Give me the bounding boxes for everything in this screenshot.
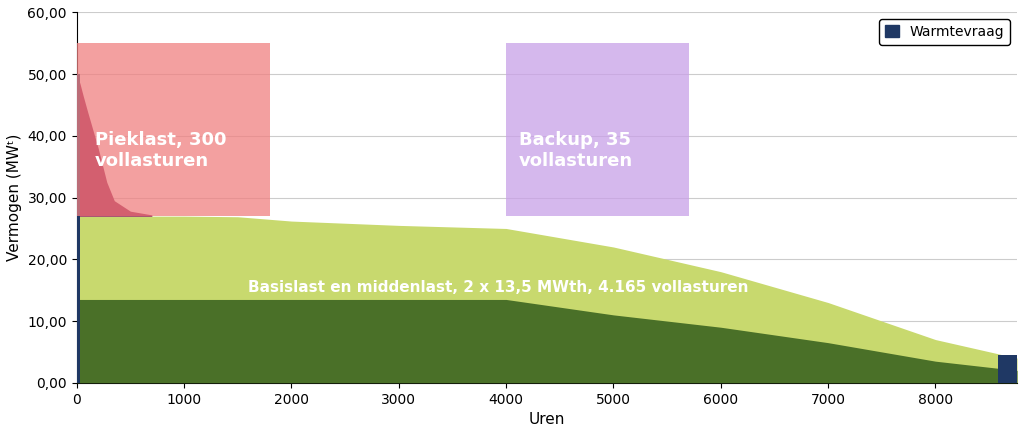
Y-axis label: Vermogen (MWᵗ): Vermogen (MWᵗ)	[7, 134, 22, 261]
Text: Basislast en middenlast, 2 x 13,5 MWth, 4.165 vollasturen: Basislast en middenlast, 2 x 13,5 MWth, …	[249, 279, 749, 295]
X-axis label: Uren: Uren	[528, 412, 565, 427]
Bar	[506, 43, 688, 216]
Bar	[77, 43, 270, 216]
Text: Pieklast, 300
vollasturen: Pieklast, 300 vollasturen	[95, 131, 226, 170]
Legend: Warmtevraag: Warmtevraag	[880, 20, 1010, 45]
Text: Backup, 35
vollasturen: Backup, 35 vollasturen	[519, 131, 633, 170]
